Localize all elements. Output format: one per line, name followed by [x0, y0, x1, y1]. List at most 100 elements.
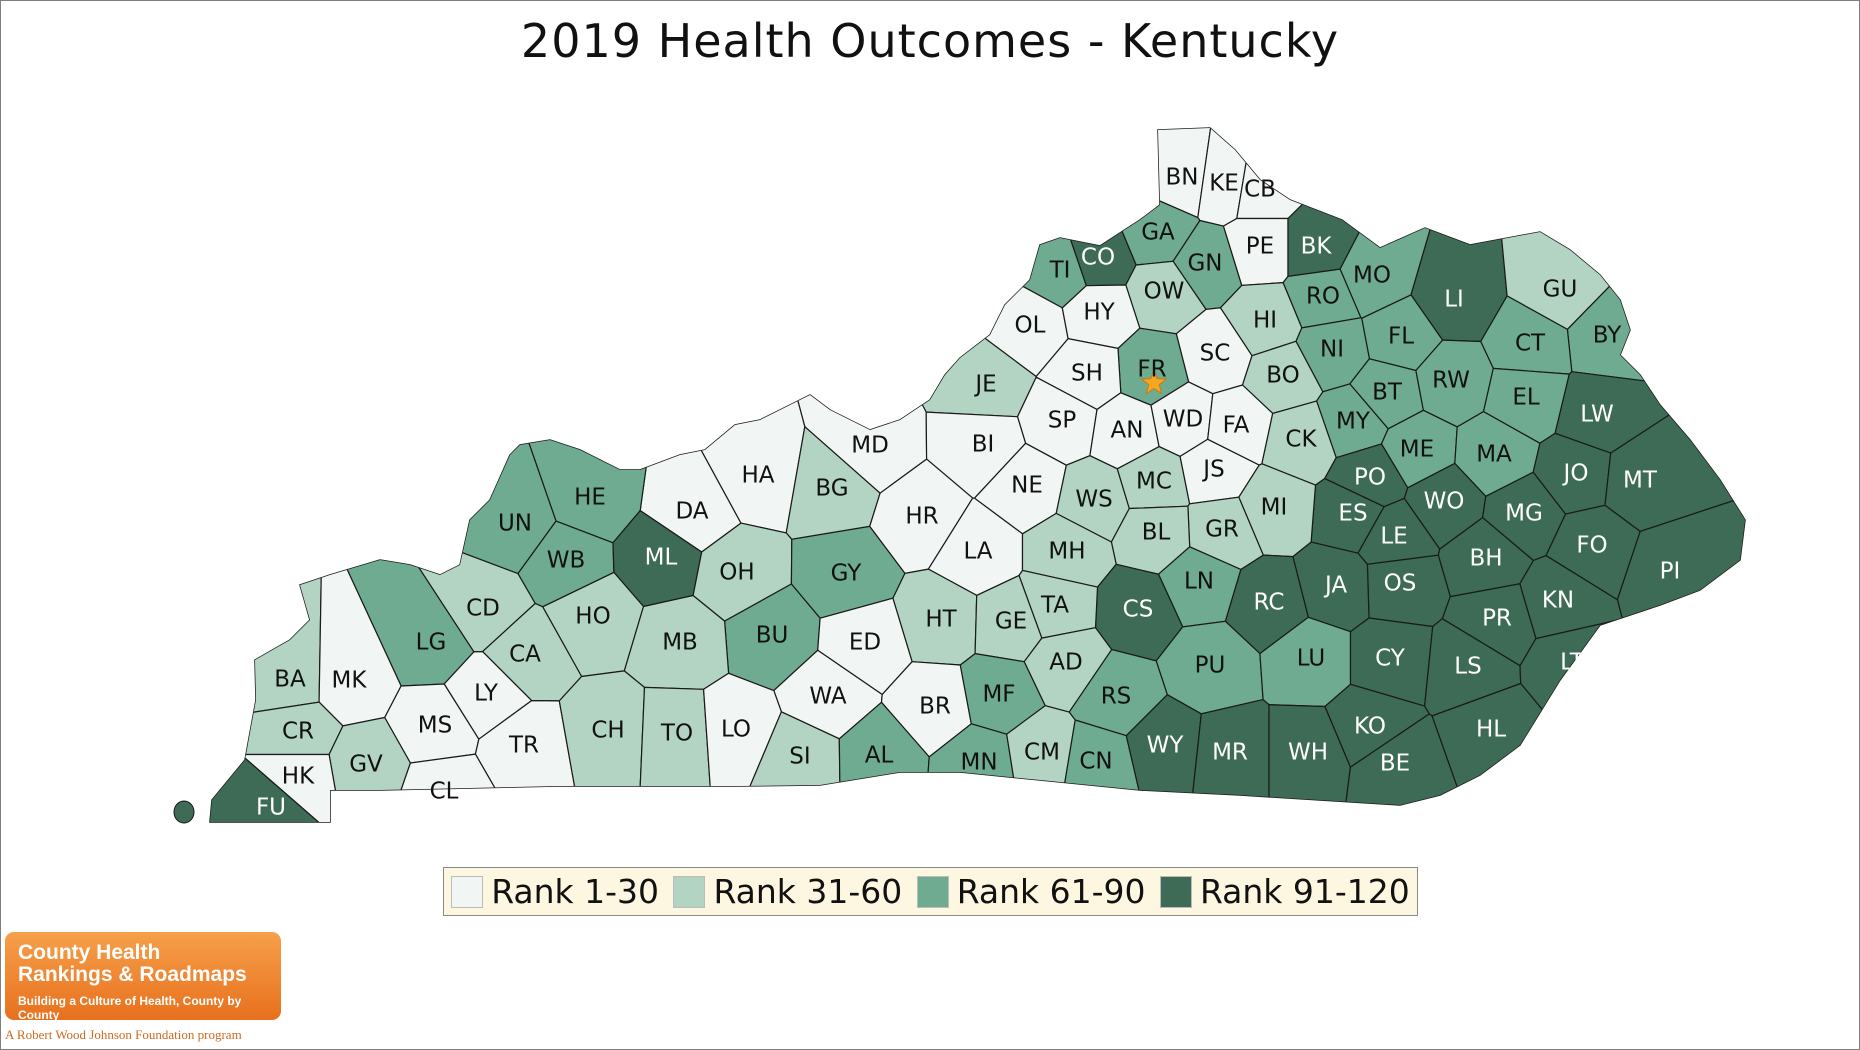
county-label-ha: HA: [741, 463, 774, 489]
county-label-bn: BN: [1166, 165, 1199, 191]
county-label-bk: BK: [1301, 234, 1333, 260]
county-label-by: BY: [1593, 323, 1623, 349]
county-ba[interactable]: [130, 519, 323, 728]
county-label-ho: HO: [575, 604, 610, 630]
county-label-ga: GA: [1141, 220, 1175, 246]
county-label-pe: PE: [1246, 234, 1274, 260]
county-label-hl: HL: [1476, 717, 1506, 743]
legend-item-tier2: Rank 31-60: [673, 872, 902, 911]
county-label-co: CO: [1081, 245, 1115, 271]
county-label-el: EL: [1512, 385, 1540, 411]
county-gv[interactable]: [328, 716, 412, 892]
county-label-ke: KE: [1209, 171, 1239, 197]
county-label-rc: RC: [1254, 590, 1285, 616]
county-label-ly: LY: [474, 681, 499, 707]
county-to[interactable]: [634, 686, 717, 894]
county-label-ge: GE: [995, 609, 1027, 635]
county-label-ls: LS: [1454, 654, 1481, 680]
county-label-mo: MO: [1353, 263, 1391, 289]
county-label-bl: BL: [1142, 520, 1171, 546]
county-label-be: BE: [1380, 751, 1410, 777]
county-label-he: HE: [574, 485, 606, 511]
county-label-wo: WO: [1424, 489, 1465, 515]
kentucky-bend: [173, 800, 195, 824]
county-hl[interactable]: [1431, 682, 1652, 891]
county-label-ht: HT: [925, 607, 957, 633]
legend-label: Rank 31-60: [713, 872, 903, 911]
legend-label: Rank 1-30: [491, 872, 660, 911]
county-label-cs: CS: [1123, 597, 1154, 623]
map-title: 2019 Health Outcomes - Kentucky: [520, 14, 1340, 68]
county-label-br: BR: [919, 694, 951, 720]
county-label-md: MD: [851, 433, 889, 459]
county-label-mg: MG: [1505, 501, 1543, 527]
county-label-my: MY: [1336, 409, 1371, 435]
county-label-ch: CH: [591, 718, 624, 744]
county-label-je: JE: [973, 372, 996, 398]
county-label-hr: HR: [905, 504, 938, 530]
county-label-ti: TI: [1049, 258, 1071, 284]
county-label-mf: MF: [982, 682, 1015, 708]
county-label-bi: BI: [972, 432, 995, 458]
county-label-cm: CM: [1024, 740, 1060, 766]
county-label-fa: FA: [1223, 413, 1250, 439]
county-label-al: AL: [865, 743, 894, 769]
legend-label: Rank 61-90: [956, 872, 1146, 911]
county-label-js: JS: [1201, 457, 1224, 483]
county-label-mk: MK: [332, 668, 368, 694]
county-label-ck: CK: [1285, 427, 1317, 453]
county-label-wb: WB: [547, 548, 586, 574]
county-label-ba: BA: [274, 667, 306, 693]
county-label-le: LE: [1380, 524, 1407, 550]
county-label-sp: SP: [1048, 408, 1077, 434]
county-label-ni: NI: [1320, 337, 1344, 363]
county-lt[interactable]: [1519, 618, 1733, 823]
county-label-cr: CR: [282, 719, 314, 745]
county-label-bu: BU: [756, 623, 789, 649]
county-label-ct: CT: [1515, 331, 1546, 357]
county-label-lo: LO: [721, 717, 751, 743]
county-label-oh: OH: [719, 560, 754, 586]
county-label-mc: MC: [1136, 469, 1172, 495]
county-label-bt: BT: [1372, 380, 1403, 406]
county-label-mb: MB: [662, 630, 698, 656]
county-label-gv: GV: [349, 752, 383, 778]
county-label-ml: ML: [645, 545, 678, 571]
legend-item-tier4: Rank 91-120: [1159, 872, 1410, 911]
county-label-os: OS: [1384, 571, 1417, 597]
county-label-me: ME: [1400, 437, 1434, 463]
chrr-logo[interactable]: County Health Rankings & Roadmaps Buildin…: [5, 932, 281, 1022]
county-layer: [130, 128, 1745, 894]
county-label-cb: CB: [1244, 177, 1276, 203]
logo-title: County Health Rankings & Roadmaps: [18, 941, 247, 986]
county-label-lw: LW: [1580, 402, 1613, 428]
county-label-ws: WS: [1075, 487, 1112, 513]
county-label-un: UN: [498, 511, 532, 537]
county-label-mh: MH: [1048, 539, 1085, 565]
county-label-tr: TR: [508, 733, 539, 759]
county-label-bh: BH: [1469, 546, 1502, 572]
county-label-fu: FU: [256, 795, 286, 821]
county-label-ko: KO: [1354, 714, 1386, 740]
county-label-ca: CA: [509, 642, 541, 668]
county-cr[interactable]: [162, 701, 344, 756]
county-label-jo: JO: [1562, 461, 1589, 487]
county-label-an: AN: [1111, 418, 1144, 444]
logo-tagline: Building a Culture of Health, County by …: [18, 994, 242, 1022]
county-label-li: LI: [1444, 287, 1464, 313]
county-label-pi: PI: [1660, 559, 1681, 585]
county-label-wa: WA: [809, 684, 846, 710]
legend-item-tier3: Rank 61-90: [916, 872, 1146, 911]
county-label-ma: MA: [1476, 442, 1512, 468]
county-label-cy: CY: [1375, 646, 1406, 672]
county-label-gn: GN: [1187, 251, 1222, 277]
county-label-wd: WD: [1163, 407, 1203, 433]
county-label-fl: FL: [1388, 324, 1414, 350]
county-label-pr: PR: [1482, 606, 1512, 632]
county-label-hi: HI: [1253, 308, 1277, 334]
county-label-po: PO: [1354, 465, 1386, 491]
county-label-ne: NE: [1011, 473, 1043, 499]
county-un[interactable]: [354, 363, 557, 575]
county-label-ro: RO: [1306, 284, 1340, 310]
